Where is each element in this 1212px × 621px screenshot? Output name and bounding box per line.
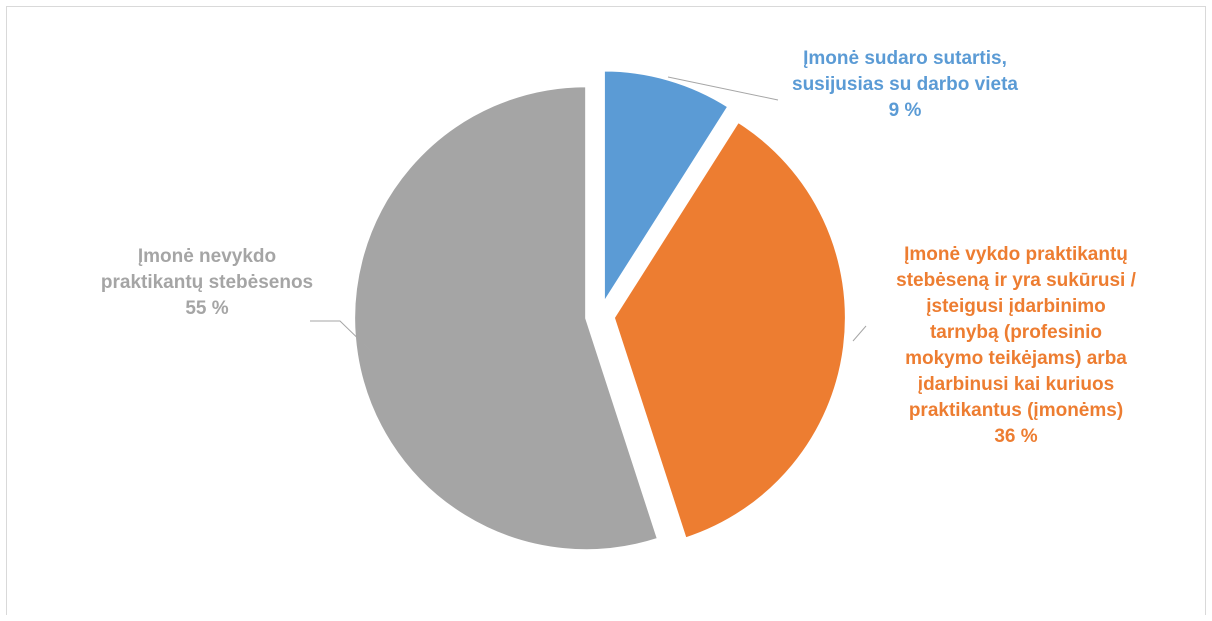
pie-slice-monitoring xyxy=(612,120,847,540)
pie-slices xyxy=(353,69,847,552)
pie-slice-no-monitoring xyxy=(353,85,660,552)
slice-label-contracts: Įmonė sudaro sutartis, susijusias su dar… xyxy=(780,46,1030,124)
pie-slice-contracts xyxy=(602,69,730,306)
slice-label-monitoring: Įmonė vykdo praktikantų stebėseną ir yra… xyxy=(866,242,1166,450)
slice-value-no-monitoring: 55 % xyxy=(185,298,229,319)
leader-lines xyxy=(310,76,867,353)
leader-line-monitoring xyxy=(852,325,867,342)
slice-label-no-monitoring: Įmonė nevykdo praktikantų stebėsenos 55 … xyxy=(82,244,332,322)
slice-value-monitoring: 36 % xyxy=(994,426,1038,447)
leader-line-no-monitoring xyxy=(310,320,373,353)
chart-area xyxy=(6,6,1206,615)
leader-line-contracts xyxy=(667,76,779,101)
slice-value-contracts: 9 % xyxy=(888,100,922,121)
